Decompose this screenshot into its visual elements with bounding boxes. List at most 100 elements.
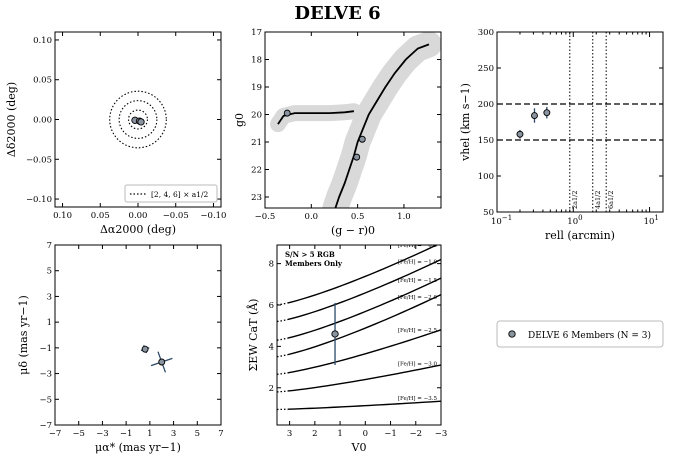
metallicity-line — [288, 365, 441, 391]
x-tick-label: 3 — [287, 429, 292, 439]
x-axis-label: (g − r)0 — [331, 224, 375, 237]
y-tick-label: 7 — [47, 241, 52, 251]
x-tick-label: −0.05 — [163, 211, 189, 221]
y-tick-label: 250 — [478, 64, 494, 74]
y-tick-label: 23 — [251, 193, 262, 203]
cmd-plot-area — [278, 44, 429, 208]
y-tick-label: 1 — [47, 318, 52, 328]
metallicity-label: [Fe/H] = −2.0 — [398, 295, 438, 301]
y-tick-label: 17 — [251, 28, 262, 38]
metallicity-line-extrapolated — [277, 319, 288, 321]
x-tick-label: 5 — [195, 429, 200, 439]
x-tick-label: −0.10 — [200, 211, 226, 221]
y-tick-label: 5 — [47, 267, 52, 277]
x-tick-label: −2 — [410, 429, 423, 439]
ew-annotation: Members Only — [285, 259, 343, 268]
y-tick-label: 100 — [478, 172, 494, 182]
y-tick-label: 3 — [47, 292, 52, 302]
legend-member-marker-icon — [509, 331, 515, 337]
y-tick-label: 300 — [478, 28, 494, 38]
y-tick-label: 200 — [478, 100, 494, 110]
y-axis-label: vhel (km s−1) — [459, 83, 472, 162]
spatial-legend-label: [2, 4, 6] × a1/2 — [151, 190, 209, 199]
x-tick-label: −3 — [435, 429, 448, 439]
x-tick-label: 0.0 — [305, 212, 319, 222]
member-star-point — [284, 110, 290, 116]
metallicity-line-extrapolated — [277, 391, 288, 392]
x-tick-label: 3 — [171, 429, 176, 439]
velocity-panel-frame — [497, 32, 663, 212]
y-tick-label: 20 — [251, 111, 262, 121]
y-tick-label: 0.00 — [33, 116, 52, 126]
figure-title: DELVE 6 — [0, 3, 675, 24]
radius-marker-label: 4a1/2 — [594, 191, 602, 209]
y-tick-label: −5 — [39, 395, 52, 405]
x-tick-label: 0 — [363, 429, 368, 439]
y-axis-label: ΣEW CaT (Å) — [246, 299, 260, 372]
member-star-point — [531, 113, 537, 119]
y-tick-label: −1 — [39, 344, 52, 354]
x-axis-label: V0 — [351, 441, 367, 454]
y-tick-label: −0.10 — [26, 195, 52, 205]
x-tick-label: 101 — [644, 214, 659, 227]
metallicity-label: [Fe/H] = −1.0 — [398, 260, 438, 266]
x-tick-label: −5 — [72, 429, 85, 439]
metallicity-line-extrapolated — [277, 373, 288, 375]
metallicity-label: [Fe/H] = −1.5 — [398, 278, 438, 284]
y-tick-label: 0.10 — [33, 36, 52, 46]
y-tick-label: 0.05 — [33, 76, 52, 86]
metallicity-label: [Fe/H] = −3.5 — [398, 396, 438, 402]
y-tick-label: 150 — [478, 136, 494, 146]
x-tick-label: 100 — [567, 214, 582, 227]
x-tick-label: 2 — [312, 429, 317, 439]
metallicity-line-extrapolated — [277, 355, 288, 357]
metallicity-label: [Fe/H] = −2.5 — [398, 328, 438, 334]
metallicity-label: [Fe/H] = −0.5 — [398, 243, 438, 249]
y-axis-label: μδ (mas yr−1) — [17, 295, 30, 375]
y-tick-label: 4 — [269, 342, 274, 352]
metallicity-line-extrapolated — [277, 338, 288, 340]
y-axis-label: g0 — [233, 113, 246, 127]
x-tick-label: 1 — [147, 429, 152, 439]
member-star-point — [517, 131, 523, 137]
y-tick-label: −3 — [39, 370, 52, 380]
y-tick-label: 21 — [251, 138, 262, 148]
x-tick-label: −1 — [384, 429, 397, 439]
x-tick-label: 0.05 — [91, 211, 110, 221]
member-star-point — [354, 154, 360, 160]
x-tick-label: 10−1 — [491, 214, 512, 227]
proper-motion-panel-frame — [55, 245, 221, 425]
y-tick-label: −7 — [39, 421, 52, 431]
x-tick-label: 0.00 — [129, 211, 148, 221]
member-star-point — [138, 119, 144, 125]
x-tick-label: 7 — [218, 429, 223, 439]
member-star-point — [544, 110, 550, 116]
x-tick-label: 1.0 — [397, 212, 411, 222]
x-tick-label: −3 — [96, 429, 109, 439]
x-axis-label: Δα2000 (deg) — [100, 223, 176, 236]
x-tick-label: −1 — [120, 429, 133, 439]
y-tick-label: 19 — [251, 83, 262, 93]
y-tick-label: 18 — [251, 56, 262, 66]
radius-marker-label: 2a1/2 — [571, 191, 579, 209]
metallicity-line — [288, 401, 441, 409]
x-tick-label: 0.5 — [351, 212, 365, 222]
member-star-point — [332, 331, 338, 337]
metallicity-label: [Fe/H] = −3.0 — [398, 362, 438, 368]
radius-marker-label: 6a1/2 — [607, 191, 615, 209]
figure-legend-label: DELVE 6 Members (N = 3) — [528, 330, 651, 341]
metallicity-line — [288, 295, 441, 355]
y-tick-label: 8 — [269, 260, 274, 270]
member-star-point — [359, 136, 365, 142]
y-tick-label: −0.05 — [26, 155, 52, 165]
member-star-point — [159, 359, 165, 365]
y-tick-label: 2 — [269, 384, 274, 394]
y-tick-label: 6 — [269, 301, 274, 311]
x-tick-label: 1 — [337, 429, 342, 439]
member-star-point — [142, 346, 148, 352]
x-axis-label: μα* (mas yr−1) — [95, 441, 181, 454]
x-tick-label: 0.10 — [53, 211, 72, 221]
rgb-selection-band — [335, 44, 429, 208]
x-tick-label: −0.5 — [255, 212, 276, 222]
